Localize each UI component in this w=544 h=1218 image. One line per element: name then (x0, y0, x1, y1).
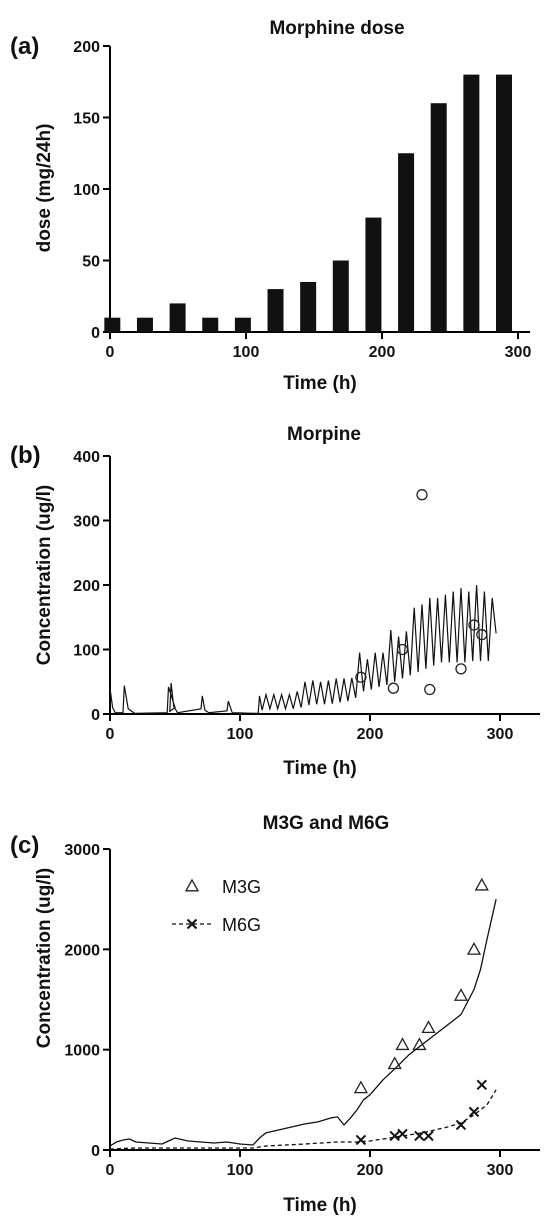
a-y-tick-label: 100 (73, 182, 100, 199)
c-x-tick-label: 0 (106, 1162, 115, 1179)
panel-b: Morpine (b) Concentration (ug/l) Time (h… (10, 424, 540, 779)
m6g-model-line (109, 1089, 497, 1150)
panel-b-title: Morpine (287, 424, 361, 445)
dose-bar (463, 74, 480, 332)
dose-bar (365, 217, 382, 332)
m3g-observed-point (395, 1037, 410, 1051)
dose-bar (202, 317, 219, 332)
b-x-tick-label: 200 (357, 726, 384, 743)
b-x-tick-label: 0 (106, 726, 115, 743)
a-x-tick-label: 100 (233, 344, 260, 361)
m3g-observed-point (387, 1056, 402, 1070)
dose-bar (398, 153, 415, 332)
dose-bar (430, 103, 447, 332)
legend-m6g-marker (186, 918, 198, 930)
c-x-tick-label: 200 (357, 1162, 384, 1179)
panel-c-ylabel: Concentration (ug/l) (34, 868, 55, 1048)
panel-c-legend: M3G M6G (172, 877, 261, 935)
morphine-observed-point (455, 663, 467, 675)
legend-m3g-marker (184, 878, 200, 892)
a-y-tick-label: 200 (73, 39, 100, 56)
legend-m6g-label: M6G (222, 915, 261, 935)
b-y-tick-label: 400 (73, 449, 100, 466)
m3g-observed-point (466, 941, 482, 955)
dose-bar (104, 317, 121, 332)
m6g-observed-point (455, 1119, 467, 1131)
dose-bar (136, 317, 153, 332)
dose-bar (332, 260, 349, 332)
c-y-tick-label: 0 (91, 1143, 100, 1160)
panel-a-xlabel: Time (h) (283, 373, 357, 394)
c-y-tick-label: 2000 (64, 942, 100, 959)
dose-bar (496, 74, 512, 332)
m6g-observed-point (414, 1130, 425, 1142)
morphine-observed-point (387, 682, 400, 694)
b-y-tick-label: 100 (73, 643, 100, 660)
a-x-tick-label: 0 (106, 344, 115, 361)
a-y-tick-label: 50 (82, 254, 100, 271)
b-x-tick-label: 100 (227, 726, 254, 743)
panel-c-label: (c) (10, 832, 39, 859)
m6g-observed-point (397, 1128, 408, 1140)
panel-b-ylabel: Concentration (ug/l) (34, 485, 55, 665)
m6g-observed-point (476, 1079, 488, 1090)
m3g-observed-point (474, 877, 489, 891)
b-y-tick-label: 0 (91, 707, 100, 724)
b-x-tick-label: 300 (487, 726, 514, 743)
b-y-tick-label: 200 (73, 578, 100, 595)
c-x-tick-label: 100 (227, 1162, 254, 1179)
m3g-model-line (109, 899, 497, 1147)
m6g-observed-point (355, 1134, 367, 1146)
b-y-tick-label: 300 (73, 514, 100, 531)
m3g-observed-point (353, 1080, 369, 1094)
a-x-tick-label: 300 (505, 344, 532, 361)
morphine-observed-point (424, 683, 436, 696)
panel-a-ylabel: dose (mg/24h) (34, 124, 55, 253)
m3g-observed-point (421, 1020, 436, 1034)
m6g-observed-point (423, 1130, 434, 1142)
a-y-tick-label: 0 (91, 325, 100, 342)
m6g-observed-point (389, 1130, 400, 1142)
panel-a: Morphine dose (a) dose (mg/24h) Time (h)… (10, 18, 531, 394)
c-x-tick-label: 300 (487, 1162, 514, 1179)
morphine-observed-point (416, 489, 428, 501)
m3g-observed-point (453, 988, 469, 1001)
panel-c-xlabel: Time (h) (283, 1195, 357, 1216)
panel-a-title: Morphine dose (269, 18, 404, 39)
a-y-tick-label: 150 (73, 111, 100, 128)
panel-b-xlabel: Time (h) (283, 758, 357, 779)
a-x-tick-label: 200 (369, 344, 396, 361)
morphine-observed-point (476, 629, 488, 641)
morphine-observed-point (396, 643, 409, 656)
panel-c-title: M3G and M6G (263, 813, 390, 834)
morphine-observed-point (468, 619, 480, 631)
panel-b-label: (b) (10, 442, 41, 469)
m6g-observed-point (468, 1106, 480, 1118)
c-y-tick-label: 1000 (64, 1043, 100, 1060)
legend-m3g-label: M3G (222, 877, 261, 897)
m3g-observed-point (412, 1037, 427, 1051)
dose-bar (267, 289, 284, 332)
morphine-model-line (109, 584, 497, 715)
dose-bar (300, 281, 317, 332)
dose-bar (169, 303, 186, 332)
panel-a-label: (a) (10, 33, 39, 60)
dose-bar (234, 317, 251, 332)
panel-c: M3G and M6G (c) Concentration (ug/l) Tim… (10, 813, 540, 1216)
c-y-tick-label: 3000 (64, 842, 100, 859)
morphine-observed-point (355, 671, 367, 683)
